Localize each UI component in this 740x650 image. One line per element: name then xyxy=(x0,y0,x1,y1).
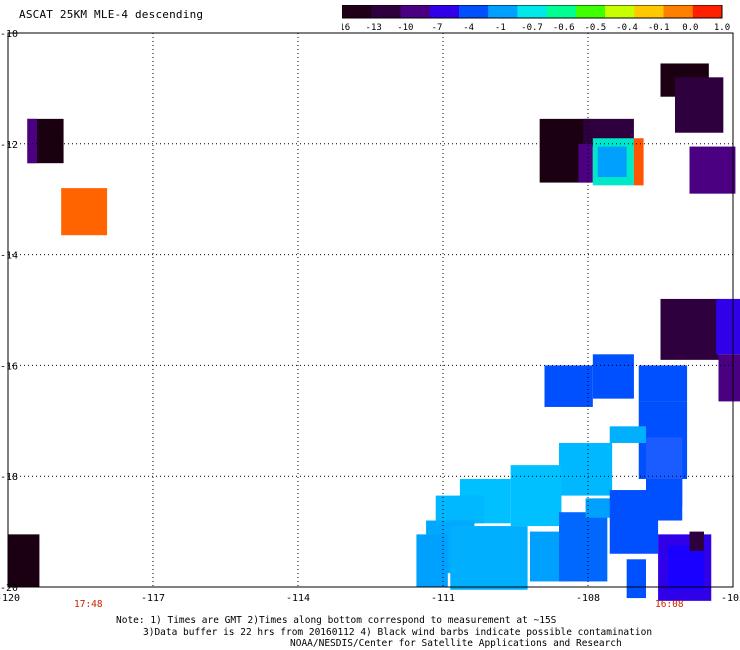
data-cell xyxy=(559,512,608,582)
data-cell xyxy=(660,298,719,360)
colorbar-swatch xyxy=(458,5,489,18)
data-cell xyxy=(559,442,613,496)
data-cell xyxy=(716,298,740,355)
data-cell xyxy=(609,426,646,443)
x-tick-label: -108 xyxy=(576,593,600,604)
data-cell xyxy=(626,559,646,599)
data-cell xyxy=(633,138,644,186)
map-plot: -120 -117 -114 -111 -108 -105 -10 -12 -14 -16 -18 -… xyxy=(0,29,740,604)
colorbar-swatch xyxy=(429,5,460,18)
note-line-3: NOAA/NESDIS/Center for Satellite Applica… xyxy=(290,638,622,649)
y-tick-label: -14 xyxy=(0,251,18,262)
colorbar-label: -0.5 xyxy=(584,23,606,33)
colorbar-swatches xyxy=(342,5,723,19)
colorbar-label: -16 xyxy=(342,23,350,33)
colorbar-frame xyxy=(342,5,723,19)
colorbar-label: 0.0 xyxy=(682,23,698,33)
note-line-2: 3)Data buffer is 22 hrs from 20160112 4)… xyxy=(143,627,653,638)
colorbar-label: -4 xyxy=(463,23,474,33)
colorbar-swatch xyxy=(692,5,723,18)
data-cell xyxy=(510,465,562,527)
data-cell xyxy=(667,545,704,590)
note-line-1: Note: 1) Times are GMT 2)Times along bot… xyxy=(116,615,557,626)
x-tick-label: -111 xyxy=(431,593,455,604)
x-tick-label: -105 xyxy=(721,593,740,604)
colorbar-label: 1.0 xyxy=(714,23,730,33)
colorbar-labels: -16 -13 -10 -7 -4 -1 -0.7 -0.6 -0.5 -0.4 -0.1 0.0 1.… xyxy=(342,23,730,33)
grid-lines xyxy=(8,33,733,587)
colorbar-swatch xyxy=(342,5,372,18)
colorbar-label: -0.1 xyxy=(648,23,670,33)
y-tick-label: -20 xyxy=(0,583,18,594)
colorbar-swatch xyxy=(546,5,577,18)
colorbar-swatch xyxy=(575,5,606,18)
x-tick-label: -114 xyxy=(286,593,310,604)
time-label-left: 17:48 xyxy=(74,599,103,610)
data-cell xyxy=(638,365,688,402)
data-cell xyxy=(61,188,108,236)
colorbar-label: -0.7 xyxy=(521,23,543,33)
data-cell xyxy=(544,365,593,407)
y-tick-label: -16 xyxy=(0,361,18,372)
data-cell xyxy=(646,478,683,521)
y-tick-label: -12 xyxy=(0,140,18,151)
data-cell xyxy=(450,526,528,590)
data-cell xyxy=(416,534,448,587)
data-cell xyxy=(597,146,627,178)
data-cell xyxy=(689,531,704,551)
data-cell xyxy=(718,354,740,402)
colorbar-label: -7 xyxy=(432,23,443,33)
colorbar-swatch xyxy=(488,5,518,18)
x-tick-label: -117 xyxy=(141,593,165,604)
colorbar-label: -0.4 xyxy=(616,23,638,33)
data-cell xyxy=(27,118,37,164)
data-cell xyxy=(578,143,593,183)
colorbar-swatch xyxy=(634,5,665,18)
y-tick-label: -18 xyxy=(0,472,18,483)
colorbar-swatch xyxy=(605,5,635,18)
colorbar-swatch xyxy=(663,5,694,18)
x-tick-label: -120 xyxy=(0,593,20,604)
data-cell xyxy=(8,534,40,587)
data-cell xyxy=(675,77,724,133)
colorbar-swatch xyxy=(400,5,431,18)
colorbar-label: -13 xyxy=(366,23,382,33)
data-cell xyxy=(585,498,615,518)
colorbar-label: -0.6 xyxy=(553,23,575,33)
y-tick-label: -10 xyxy=(0,29,18,40)
data-cell xyxy=(435,495,485,524)
axis-labels: -120 -117 -114 -111 -108 -105 -10 -12 -14 -16 -18 -… xyxy=(0,29,740,604)
colorbar: -16 -13 -10 -7 -4 -1 -0.7 -0.6 -0.5 -0.4 -0.1 0.0 1.… xyxy=(342,5,730,33)
data-cells xyxy=(8,63,740,601)
colorbar-label: -10 xyxy=(397,23,413,33)
colorbar-swatch xyxy=(517,5,548,18)
map-title: ASCAT 25KM MLE-4 descending xyxy=(19,8,204,21)
plot-frame xyxy=(7,32,734,588)
data-cell xyxy=(689,146,736,194)
colorbar-swatch xyxy=(371,5,401,18)
time-label-right: 16:08 xyxy=(655,599,684,610)
data-cell xyxy=(592,354,634,399)
colorbar-label: -1 xyxy=(495,23,506,33)
